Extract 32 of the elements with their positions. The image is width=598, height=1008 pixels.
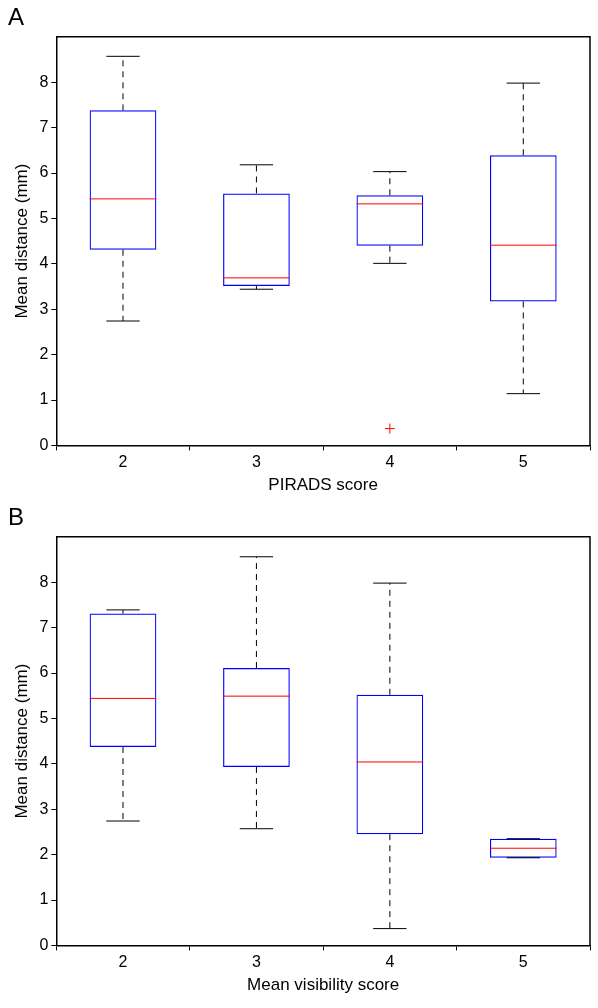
y-tick-label: 0 — [39, 935, 49, 953]
y-tick-label: 6 — [39, 163, 49, 181]
y-tick-label: 2 — [39, 845, 49, 863]
x-tick-label: 5 — [518, 953, 528, 971]
y-axis-title: Mean distance (mm) — [11, 663, 31, 819]
y-tick-label: 2 — [39, 345, 49, 363]
x-tick-label: 5 — [518, 453, 528, 471]
y-tick-label: 7 — [39, 118, 49, 136]
y-tick-label: 7 — [39, 618, 49, 636]
y-tick-label: 3 — [39, 799, 49, 817]
x-tick-label: 2 — [118, 453, 128, 471]
y-tick-label: 5 — [39, 708, 49, 726]
chart-title: B — [8, 503, 25, 531]
y-tick-label: 3 — [39, 299, 49, 317]
x-axis-title: PIRADS score — [268, 475, 378, 495]
y-tick-label: 6 — [39, 663, 49, 681]
y-tick-label: 4 — [39, 254, 49, 272]
x-tick-label: 4 — [385, 953, 395, 971]
x-tick-label: 3 — [251, 953, 261, 971]
y-axis-title: Mean distance (mm) — [11, 163, 31, 319]
y-tick-label: 1 — [39, 890, 49, 908]
y-tick-label: 0 — [39, 435, 49, 453]
x-tick-label: 3 — [251, 453, 261, 471]
y-tick-label: 8 — [39, 572, 49, 590]
x-tick-label: 2 — [118, 953, 128, 971]
y-tick-label: 5 — [39, 208, 49, 226]
y-tick-label: 8 — [39, 72, 49, 90]
x-axis-title: Mean visibility score — [247, 975, 400, 995]
x-tick-label: 4 — [385, 453, 395, 471]
y-tick-label: 1 — [39, 390, 49, 408]
y-tick-label: 4 — [39, 754, 49, 772]
chart-title: A — [8, 3, 25, 31]
